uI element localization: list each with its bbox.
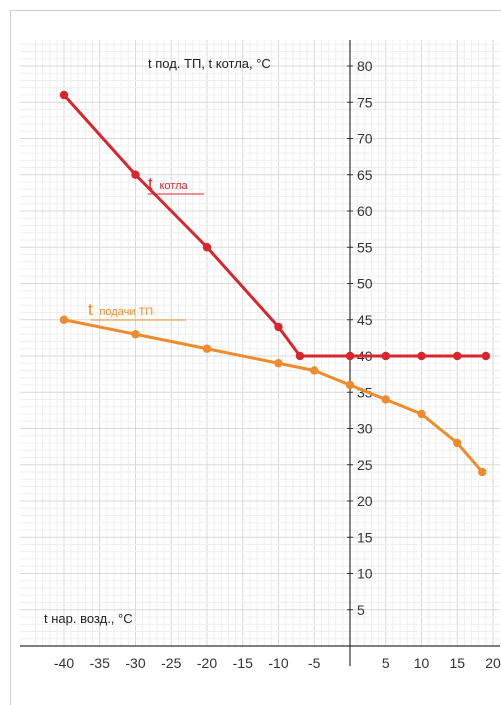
- data-point-boiler: [345, 351, 355, 361]
- y-tick-label: 50: [357, 276, 373, 292]
- data-point-supply: [274, 359, 283, 368]
- series-label-boiler-main: t: [148, 174, 153, 193]
- y-tick-label: 30: [357, 421, 373, 437]
- y-tick-label: 75: [357, 94, 373, 110]
- y-tick-label: 45: [357, 312, 373, 328]
- y-tick-label: 60: [357, 203, 373, 219]
- y-tick-label: 25: [357, 457, 373, 473]
- svg-text:t подачи ТП: t подачи ТП: [88, 300, 153, 319]
- x-tick-label: -5: [308, 655, 321, 671]
- x-tick-labels: -40 -35 -30 -25 -20 -15 -10 -5 5 10 15 20: [54, 655, 501, 671]
- x-tick-label: -25: [161, 655, 181, 671]
- data-point-boiler: [295, 351, 305, 361]
- series-line-boiler: [62, 93, 488, 358]
- series-layer: [59, 90, 491, 477]
- x-tick-label: -20: [197, 655, 217, 671]
- data-point-supply: [59, 315, 69, 324]
- x-tick-label: -30: [125, 655, 145, 671]
- y-tick-label: 80: [357, 58, 373, 74]
- y-tick-label: 20: [357, 493, 373, 509]
- data-point-boiler: [481, 351, 491, 361]
- data-point-boiler: [453, 351, 462, 361]
- data-point-boiler: [59, 90, 69, 100]
- y-axis-title: t под. ТП, t котла, °С: [148, 56, 271, 71]
- x-tick-label: 20: [485, 655, 501, 671]
- y-tick-label: 70: [357, 131, 373, 147]
- series-label-supply-main: t: [88, 300, 93, 319]
- x-tick-label: -35: [90, 655, 110, 671]
- data-point-boiler: [274, 322, 283, 332]
- data-point-supply: [453, 438, 462, 448]
- series-label-supply-sub: подачи ТП: [99, 306, 153, 318]
- x-tick-label: 10: [414, 655, 430, 671]
- y-tick-label: 65: [357, 167, 373, 183]
- x-tick-label: -15: [233, 655, 253, 671]
- x-tick-label: 15: [449, 655, 465, 671]
- x-tick-label: 5: [382, 655, 390, 671]
- data-point-boiler: [381, 351, 390, 361]
- y-tick-label: 15: [357, 529, 373, 545]
- series-label-supply: t подачи ТП: [88, 300, 186, 321]
- grid: [20, 40, 500, 647]
- data-point-supply: [478, 467, 487, 477]
- data-point-supply: [310, 366, 319, 375]
- series-label-boiler: t котла: [148, 174, 204, 195]
- data-point-boiler: [417, 351, 426, 361]
- y-tick-label: 5: [357, 602, 365, 618]
- x-tick-label: -10: [268, 655, 288, 671]
- axes: [20, 40, 500, 666]
- data-point-supply: [345, 380, 355, 390]
- x-axis-title: t нар. возд., °С: [44, 611, 133, 626]
- data-point-supply: [202, 344, 212, 353]
- y-tick-label: 10: [357, 566, 373, 582]
- data-point-supply: [417, 409, 426, 419]
- series-line-supply: [62, 318, 484, 474]
- svg-text:t котла: t котла: [148, 174, 188, 193]
- y-tick-label: 55: [357, 239, 373, 255]
- series-label-boiler-sub: котла: [159, 180, 188, 192]
- data-point-boiler: [131, 170, 140, 179]
- data-point-supply: [381, 395, 390, 404]
- data-point-boiler: [202, 243, 212, 252]
- data-point-supply: [131, 330, 140, 339]
- x-tick-label: -40: [54, 655, 74, 671]
